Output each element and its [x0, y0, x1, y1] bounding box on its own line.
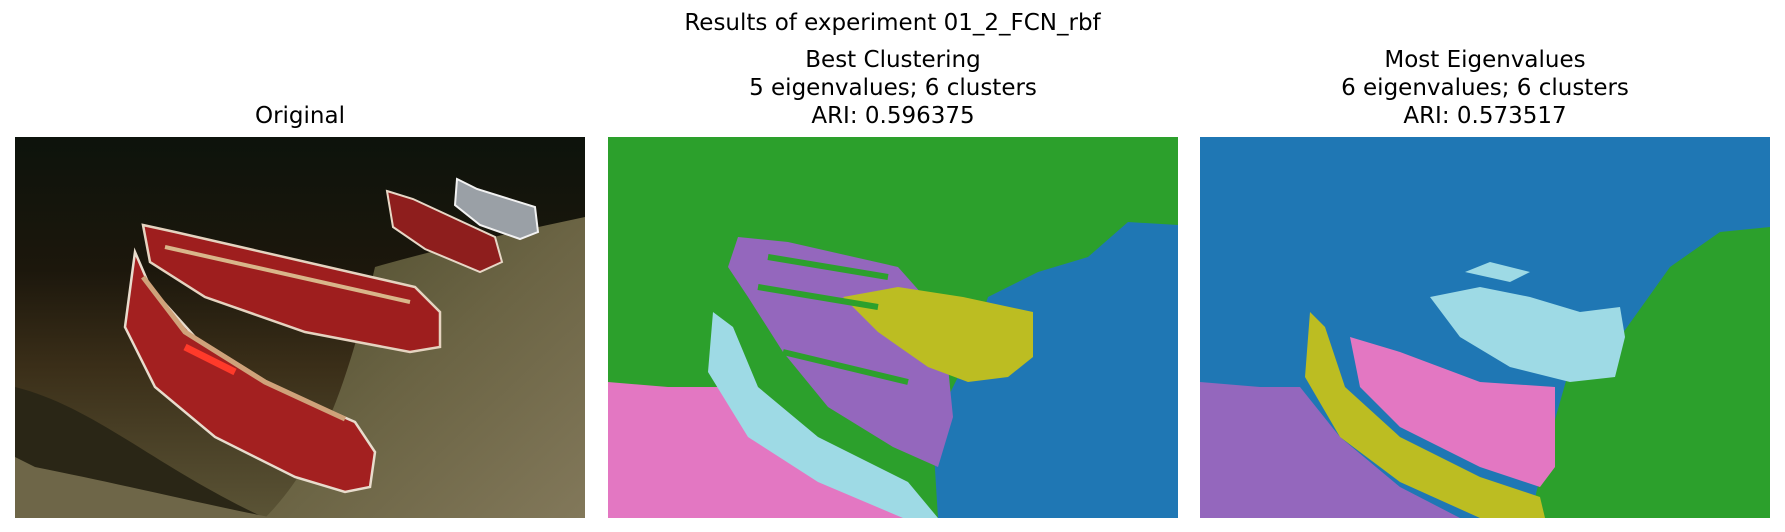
- best-clustering-title: Best Clustering 5 eigenvalues; 6 cluster…: [608, 46, 1178, 130]
- cluster-cyan-fragment: [1465, 262, 1530, 282]
- most-eigenvalues-image: [1200, 137, 1770, 518]
- far-red-canoe: [385, 189, 504, 274]
- original-title: Original: [15, 102, 585, 130]
- most-eigenvalues-title-line-3: ARI: 0.573517: [1403, 103, 1567, 129]
- far-silver-canoe: [453, 177, 540, 241]
- cluster-cyan: [1430, 287, 1625, 382]
- cluster-green: [1530, 227, 1770, 518]
- best-clustering-title-line-2: 5 eigenvalues; 6 clusters: [749, 75, 1037, 101]
- cluster-olive: [1305, 312, 1545, 518]
- cluster-blue: [933, 222, 1178, 518]
- cluster-pink: [1350, 337, 1555, 487]
- foreground-gravel: [15, 457, 275, 518]
- most-eigenvalues-title-line-2: 6 eigenvalues; 6 clusters: [1341, 75, 1629, 101]
- best-clustering-image: [608, 137, 1178, 518]
- best-clustering-title-line-3: ARI: 0.596375: [811, 103, 975, 129]
- cluster-olive: [843, 287, 1033, 382]
- red-life-vest: [183, 343, 237, 376]
- best-clustering-title-line-1: Best Clustering: [805, 47, 981, 73]
- most-eigenvalues-title: Most Eigenvalues 6 eigenvalues; 6 cluste…: [1200, 46, 1770, 130]
- most-eigenvalues-title-line-1: Most Eigenvalues: [1384, 47, 1586, 73]
- cluster-green-streaks: [757, 254, 909, 385]
- original-image: [15, 137, 585, 518]
- middle-canoe-interior: [164, 245, 411, 304]
- cluster-pink: [608, 382, 928, 518]
- cluster-purple: [1200, 382, 1460, 518]
- front-canoe-interior: [141, 275, 347, 422]
- figure-title: Results of experiment 01_2_FCN_rbf: [684, 10, 1101, 36]
- cluster-cyan: [708, 312, 938, 518]
- original-title-line: Original: [254, 103, 345, 129]
